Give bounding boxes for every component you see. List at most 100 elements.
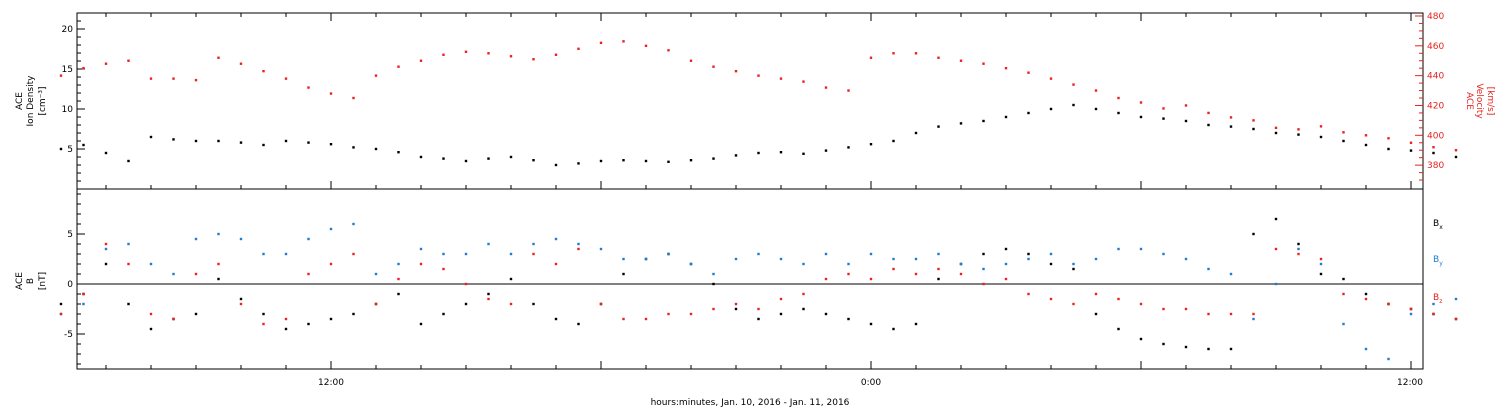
by-point (1049, 252, 1053, 256)
by-point (442, 252, 445, 256)
density-point (914, 131, 918, 135)
legend-bz: Bz (1433, 293, 1442, 305)
density-point (419, 155, 423, 159)
density-point (1117, 111, 1120, 115)
bz-point (284, 317, 288, 321)
bx-point (1319, 272, 1323, 276)
bz-point (847, 272, 850, 276)
x-tick-label-0-00: 0:00 (861, 378, 881, 388)
bx-point (352, 312, 355, 316)
velocity-point (1094, 89, 1098, 92)
by-point (1207, 267, 1210, 271)
bz-point (1162, 307, 1165, 311)
by-point (82, 302, 85, 306)
velocity-point (464, 50, 468, 53)
bz-point (734, 302, 738, 306)
density-point (802, 152, 805, 155)
bx-point (284, 327, 288, 331)
bz-point (667, 312, 670, 316)
velocity-point (194, 78, 198, 82)
bz-point (757, 307, 760, 311)
bx-point (1139, 337, 1143, 341)
density-point (1207, 123, 1210, 127)
bx-point (262, 312, 265, 316)
density-point (1184, 119, 1188, 123)
bx-point (577, 322, 580, 326)
velocity-point (1252, 119, 1255, 122)
density-point (959, 122, 963, 125)
density-point (172, 138, 175, 141)
by-point (127, 242, 130, 246)
bx-point (239, 297, 243, 301)
velocity-point (1072, 83, 1075, 86)
bz-point (127, 262, 130, 266)
bz-point (419, 262, 423, 266)
bz-point (1409, 307, 1413, 311)
by-point (1184, 257, 1188, 261)
velocity-point (1184, 104, 1188, 107)
velocity-y-tick-label: 440 (1427, 72, 1444, 82)
velocity-label-line2: Velocity (1474, 83, 1484, 119)
density-point (127, 159, 130, 163)
bz-point (869, 277, 873, 281)
by-point (1072, 262, 1075, 266)
bz-point (82, 292, 85, 296)
bx-point (982, 252, 985, 256)
bz-point (1184, 307, 1188, 311)
bx-point (712, 282, 715, 286)
by-point (1364, 347, 1368, 351)
bx-point (554, 317, 558, 321)
b-label-line2: B (26, 278, 36, 284)
by-point (532, 242, 535, 246)
velocity-point (689, 59, 693, 62)
bz-point (1117, 297, 1120, 301)
density-point (217, 139, 220, 143)
density-point (487, 157, 490, 160)
density-point (734, 154, 738, 157)
bx-point (1027, 252, 1030, 256)
bx-point (1274, 217, 1278, 221)
bx-point (757, 317, 760, 321)
density-point (599, 159, 603, 163)
velocity-y-tick-label: 400 (1427, 131, 1444, 141)
bz-point (397, 277, 400, 281)
velocity-point (1117, 96, 1120, 100)
density-label-line1: ACE (15, 92, 25, 110)
density-point (1162, 117, 1165, 120)
bx-point (779, 312, 783, 316)
bz-point (1139, 302, 1143, 306)
by-point (1274, 282, 1278, 286)
bz-point (577, 247, 580, 251)
b-y-tick-label: 0 (67, 280, 73, 290)
density-point (644, 159, 648, 163)
density-point (1229, 125, 1233, 128)
by-point (329, 227, 333, 231)
density-point (329, 143, 333, 146)
bz-point (1387, 302, 1390, 306)
density-point (779, 151, 783, 154)
velocity-point (1454, 149, 1458, 152)
velocity-point (419, 59, 423, 62)
velocity-point (622, 40, 625, 43)
bx-point (1252, 232, 1255, 236)
velocity-point (914, 52, 918, 55)
by-point (217, 232, 220, 236)
by-point (239, 237, 243, 241)
bz-point (622, 317, 625, 321)
bz-point (262, 322, 265, 326)
velocity-point (262, 69, 265, 73)
density-point (1319, 135, 1323, 139)
density-point (59, 147, 63, 151)
x-axis-title: hours:minutes, Jan. 10, 2016 - Jan. 11, … (651, 398, 850, 408)
by-point (1004, 262, 1008, 266)
density-point (667, 160, 670, 163)
by-point (194, 237, 198, 241)
bottom-panel-frame (76, 188, 1424, 370)
bx-point (914, 322, 918, 326)
by-point (577, 242, 580, 246)
density-point (1094, 107, 1098, 111)
by-point (622, 257, 625, 261)
bx-point (59, 302, 63, 306)
density-point (554, 163, 558, 167)
bottom-panel-points (59, 217, 1458, 361)
